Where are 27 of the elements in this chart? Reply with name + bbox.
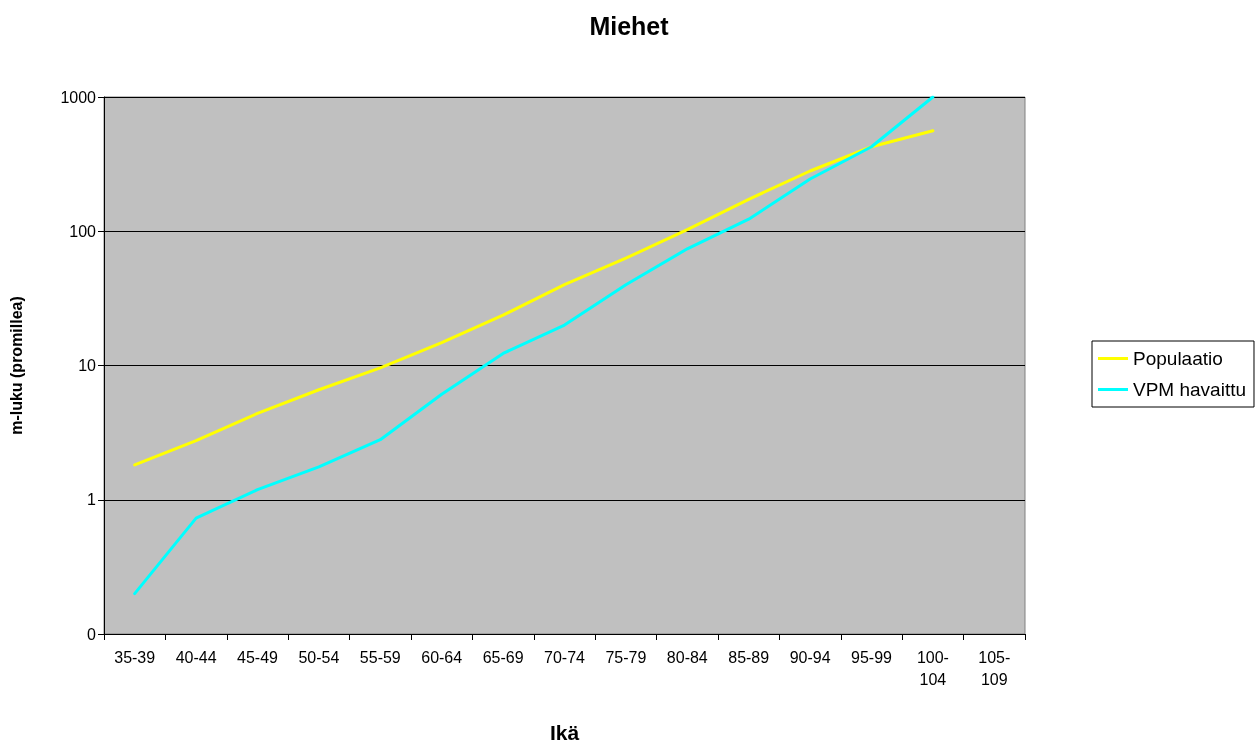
y-axis-title: m-luku (promillea) bbox=[7, 296, 25, 435]
chart-title: Miehet bbox=[589, 11, 670, 40]
x-tick-label: 95-99 bbox=[851, 648, 893, 666]
y-tick-label: 1000 bbox=[60, 88, 97, 106]
y-tick-label: 100 bbox=[69, 222, 97, 240]
x-tick-label: 55-59 bbox=[359, 648, 401, 666]
x-tick-label: 60-64 bbox=[421, 648, 463, 666]
line-series bbox=[133, 95, 935, 596]
legend-label: VPM havaittu bbox=[1133, 379, 1246, 400]
x-tick-label: 90-94 bbox=[789, 648, 831, 666]
x-axis-title: Ikä bbox=[549, 721, 580, 744]
x-tick-label: 80-84 bbox=[666, 648, 708, 666]
x-tick-label: 50-54 bbox=[298, 648, 340, 666]
x-tick-label: 100-104 bbox=[916, 648, 949, 688]
legend-label: Populaatio bbox=[1133, 348, 1223, 369]
line-series bbox=[133, 129, 935, 467]
x-tick-label: 75-79 bbox=[605, 648, 647, 666]
y-tick-label: 10 bbox=[78, 357, 97, 374]
x-tick-label: 35-39 bbox=[114, 648, 156, 666]
y-tick-label: 0 bbox=[87, 625, 97, 643]
x-tick-label: 40-44 bbox=[175, 648, 217, 666]
x-tick-label: 45-49 bbox=[237, 648, 279, 666]
x-tick-label: 105-109 bbox=[978, 648, 1011, 688]
x-tick-label: 65-69 bbox=[482, 648, 524, 666]
x-tick-label: 85-89 bbox=[728, 648, 770, 666]
y-tick-label: 1 bbox=[87, 491, 97, 509]
x-tick-label: 70-74 bbox=[544, 648, 586, 666]
